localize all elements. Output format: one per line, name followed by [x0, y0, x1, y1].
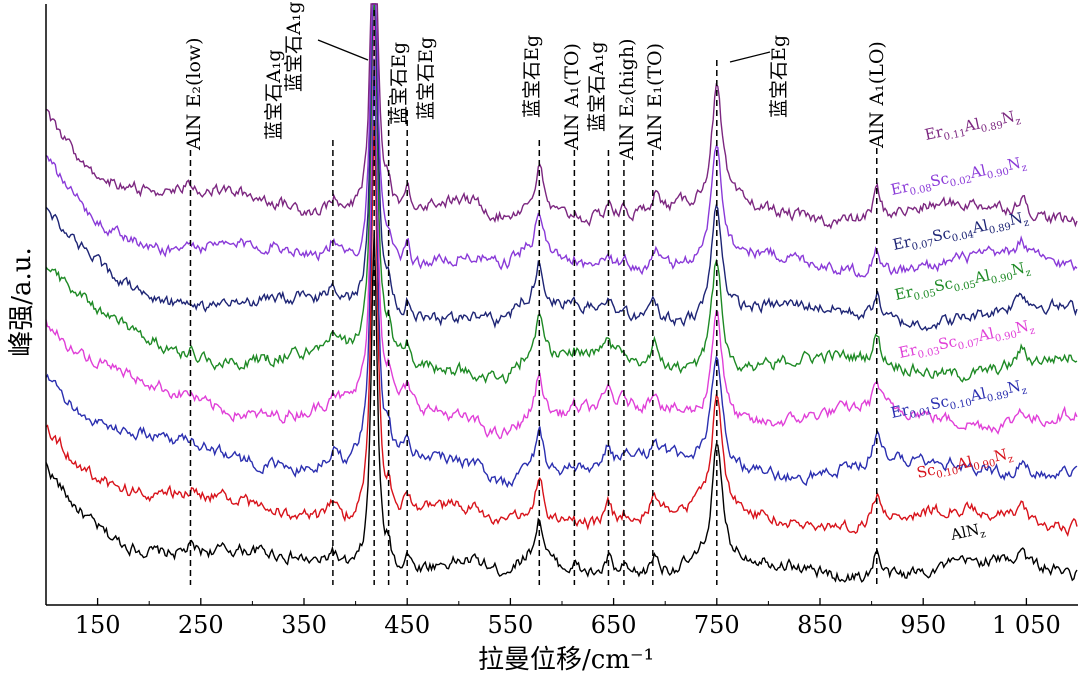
x-tick-label: 650 — [591, 611, 637, 639]
series-line-5 — [45, 3, 1078, 332]
peak-annotation-4: 蓝宝石Eg — [415, 37, 437, 120]
peak-annotation-7: 蓝宝石A₁g — [586, 41, 608, 132]
peak-annotation-6: AlN A₁(TO) — [561, 43, 583, 151]
x-tick-label: 150 — [75, 611, 121, 639]
series-line-1 — [45, 122, 1078, 538]
leader-line — [317, 39, 369, 61]
x-tick-label: 850 — [797, 611, 843, 639]
peak-annotation-9: AlN E₁(TO) — [644, 43, 666, 151]
series-label-1: Sc0.10Al0.90Nz — [915, 444, 1015, 485]
series-label-6: Er0.08Sc0.02Al0.90Nz — [889, 153, 1028, 202]
trace-layer — [45, 3, 1078, 583]
series-line-0 — [45, 231, 1078, 583]
x-tick-label: 450 — [384, 611, 430, 639]
peak-annotation-3: 蓝宝石Eg — [388, 42, 410, 125]
series-label-layer: AlNz Sc0.10Al0.90Nz Er0.01Sc0.10Al0.89Nz Er… — [889, 106, 1036, 547]
series-line-7 — [45, 3, 1078, 230]
leader-line — [729, 51, 771, 63]
peak-line-layer — [189, 10, 878, 585]
peak-annotation-11: AlN A₁(LO) — [866, 41, 888, 149]
x-tick-label: 950 — [900, 611, 946, 639]
series-line-6 — [45, 3, 1078, 278]
peak-annotation-5: 蓝宝石Eg — [521, 35, 543, 118]
series-line-4 — [45, 3, 1078, 385]
series-label-2: Er0.01Sc0.10Al0.89Nz — [889, 376, 1028, 425]
y-axis-title: 峰强/a.u. — [7, 247, 37, 357]
peak-annotation-0: AlN E₂(low) — [183, 37, 205, 151]
x-tick-label: 350 — [281, 611, 327, 639]
series-line-3 — [45, 7, 1078, 440]
x-axis-title: 拉曼位移/cm⁻¹ — [478, 645, 654, 675]
x-tick-label: 750 — [694, 611, 740, 639]
peak-annotation-10: 蓝宝石Eg — [768, 35, 790, 118]
x-tick-label: 1 050 — [992, 611, 1061, 639]
x-tick-label: 250 — [178, 611, 224, 639]
x-tick-layer: 150 250 350 450 550 650 750 850 950 1 050 — [75, 598, 1061, 639]
series-label-3: Er0.03Sc0.07Al0.90Nz — [897, 316, 1036, 365]
peak-annotation-1: 蓝宝石A₁g — [263, 49, 285, 140]
peak-annotation-2: 蓝宝石A₁g — [283, 1, 305, 92]
series-label-5: Er0.07Sc0.04Al0.89Nz — [891, 208, 1030, 257]
series-label-4: Er0.05Sc0.05Al0.90Nz — [893, 258, 1032, 307]
peak-annotation-8: AlN E₂(high) — [616, 39, 638, 162]
series-label-0: AlNz — [948, 519, 987, 547]
series-line-2 — [45, 58, 1078, 489]
x-tick-label: 550 — [487, 611, 533, 639]
series-label-7: Er0.11Al0.89Nz — [923, 106, 1022, 147]
